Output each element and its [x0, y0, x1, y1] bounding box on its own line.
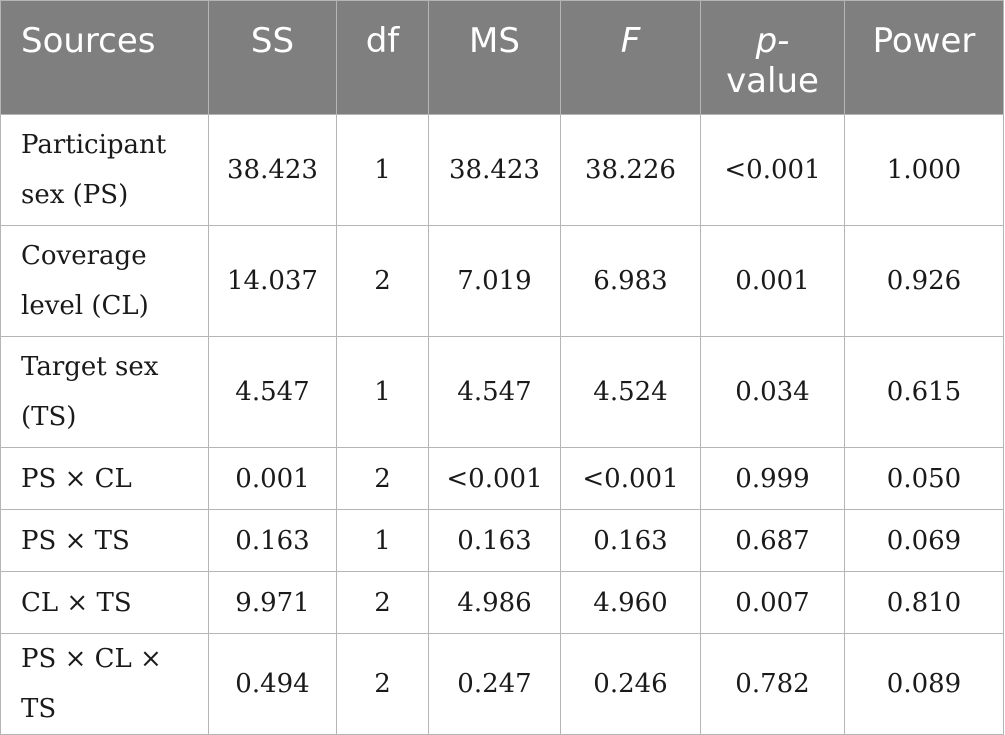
cell-source: Coverage level (CL) — [0, 225, 209, 337]
cell-ss: 0.163 — [208, 509, 337, 572]
cell-power: 0.615 — [844, 336, 1004, 448]
cell-p: 0.687 — [700, 509, 845, 572]
cell-p: 0.034 — [700, 336, 845, 448]
cell-df: 2 — [336, 571, 429, 634]
cell-source: CL × TS — [0, 571, 209, 634]
header-p-line2: value — [726, 61, 819, 101]
cell-source: Participant sex (PS) — [0, 114, 209, 226]
cell-power: 1.000 — [844, 114, 1004, 226]
cell-ss: 0.494 — [208, 633, 337, 735]
table-row: PS × TS 0.163 1 0.163 0.163 0.687 0.069 — [0, 509, 1004, 572]
cell-f: 0.163 — [560, 509, 701, 572]
cell-df: 1 — [336, 114, 429, 226]
table-row: CL × TS 9.971 2 4.986 4.960 0.007 0.810 — [0, 571, 1004, 634]
cell-f: <0.001 — [560, 447, 701, 510]
table-row: Participant sex (PS) 38.423 1 38.423 38.… — [0, 114, 1004, 226]
cell-ms: 38.423 — [428, 114, 561, 226]
header-ss: SS — [208, 0, 337, 115]
header-sources: Sources — [0, 0, 209, 115]
cell-df: 2 — [336, 633, 429, 735]
header-ms: MS — [428, 0, 561, 115]
cell-df: 2 — [336, 225, 429, 337]
table-row: PS × CL × TS 0.494 2 0.247 0.246 0.782 0… — [0, 633, 1004, 735]
cell-source: PS × TS — [0, 509, 209, 572]
cell-ms: 7.019 — [428, 225, 561, 337]
cell-f: 4.524 — [560, 336, 701, 448]
table-row: Coverage level (CL) 14.037 2 7.019 6.983… — [0, 225, 1004, 337]
header-p-line1: p- — [755, 21, 790, 61]
cell-df: 2 — [336, 447, 429, 510]
cell-ss: 0.001 — [208, 447, 337, 510]
header-row: Sources SS df MS F p-value Power — [0, 0, 1004, 115]
cell-df: 1 — [336, 509, 429, 572]
cell-power: 0.089 — [844, 633, 1004, 735]
cell-ss: 9.971 — [208, 571, 337, 634]
header-f: F — [560, 0, 701, 115]
cell-ms: <0.001 — [428, 447, 561, 510]
header-power: Power — [844, 0, 1004, 115]
cell-ms: 0.247 — [428, 633, 561, 735]
cell-f: 38.226 — [560, 114, 701, 226]
cell-p: <0.001 — [700, 114, 845, 226]
header-p-value: p-value — [700, 0, 845, 115]
cell-ms: 0.163 — [428, 509, 561, 572]
cell-p: 0.999 — [700, 447, 845, 510]
cell-p: 0.001 — [700, 225, 845, 337]
header-df: df — [336, 0, 429, 115]
cell-p: 0.782 — [700, 633, 845, 735]
cell-source: Target sex (TS) — [0, 336, 209, 448]
cell-f: 0.246 — [560, 633, 701, 735]
cell-power: 0.810 — [844, 571, 1004, 634]
cell-ss: 38.423 — [208, 114, 337, 226]
cell-source: PS × CL — [0, 447, 209, 510]
cell-f: 4.960 — [560, 571, 701, 634]
cell-ss: 14.037 — [208, 225, 337, 337]
cell-ms: 4.547 — [428, 336, 561, 448]
cell-ss: 4.547 — [208, 336, 337, 448]
cell-power: 0.926 — [844, 225, 1004, 337]
table-row: PS × CL 0.001 2 <0.001 <0.001 0.999 0.05… — [0, 447, 1004, 510]
cell-source: PS × CL × TS — [0, 633, 209, 735]
table-row: Target sex (TS) 4.547 1 4.547 4.524 0.03… — [0, 336, 1004, 448]
cell-f: 6.983 — [560, 225, 701, 337]
cell-ms: 4.986 — [428, 571, 561, 634]
cell-df: 1 — [336, 336, 429, 448]
cell-power: 0.069 — [844, 509, 1004, 572]
cell-power: 0.050 — [844, 447, 1004, 510]
cell-p: 0.007 — [700, 571, 845, 634]
